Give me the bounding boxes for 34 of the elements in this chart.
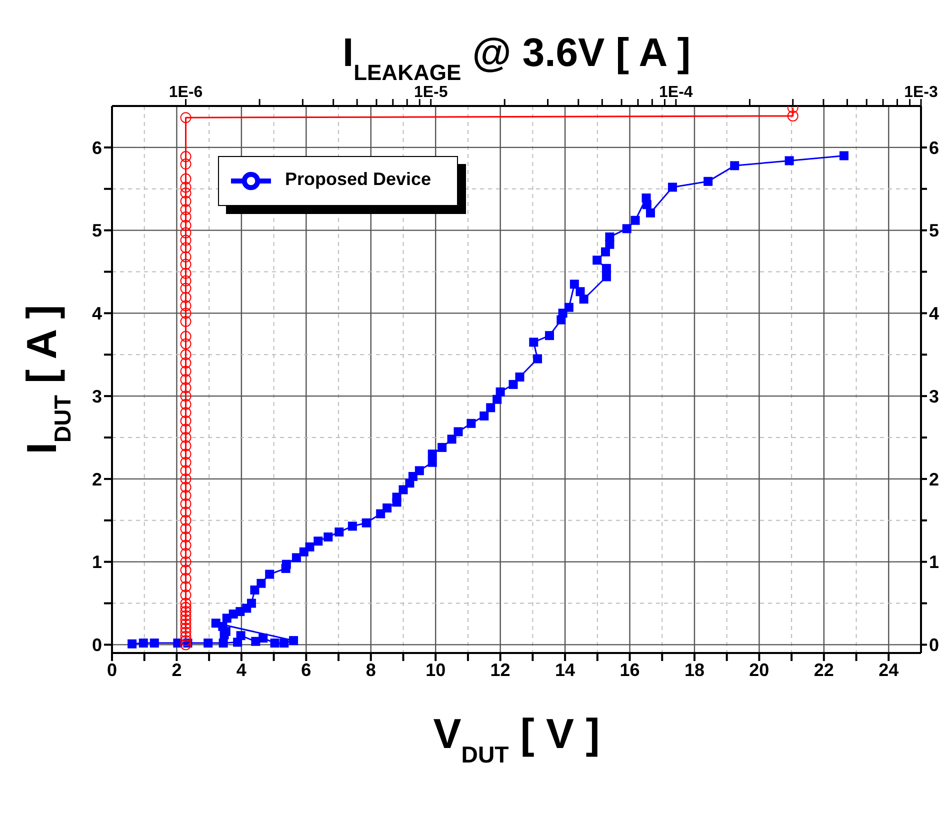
x-tick-label: 14 [555,660,576,680]
y2-tick-label: 5 [929,220,940,241]
x-tick-label: 0 [106,660,118,680]
x-axis-title: V$_{DUT}$ [ V ] [433,710,600,768]
y-tick-label: 5 [92,220,102,241]
x-tick-label: 4 [236,660,246,680]
y-tick-label: 4 [92,304,102,324]
x-tick-label: 12 [490,660,510,680]
y2-tick-label: 4 [929,304,940,324]
y2-tick-label: 0 [929,635,940,656]
x2-tick-label: 1E-5 [414,84,448,101]
x-tick-label: 22 [814,660,834,680]
y-tick-label: 0 [92,635,102,656]
y-tick-label: 3 [92,386,102,406]
y-tick-label: 6 [92,138,102,158]
x2-axis-title: I$_{LEAKAGE}$ @ 3.6V [ A ] [342,31,691,85]
x2-tick-label: 1E-4 [659,84,693,101]
x-tick-label: 18 [684,660,704,680]
y-tick-label: 1 [92,552,102,572]
x-tick-label: 6 [301,660,312,680]
legend-label: Proposed Device [285,168,432,189]
x-tick-label: 8 [366,660,376,680]
x-tick-label: 24 [878,660,899,680]
y2-tick-label: 1 [929,552,940,572]
y2-tick-label: 3 [929,386,940,406]
x-tick-label: 10 [426,660,446,680]
x-tick-label: 20 [749,660,770,680]
x2-tick-label: 1E-3 [904,84,938,101]
x-tick-label: 2 [172,660,182,680]
y2-tick-label: 6 [929,138,940,158]
x-tick-label: 16 [620,660,640,680]
y-tick-label: 2 [92,469,102,490]
x2-tick-label: 1E-6 [168,84,203,101]
y2-tick-label: 2 [929,469,940,490]
